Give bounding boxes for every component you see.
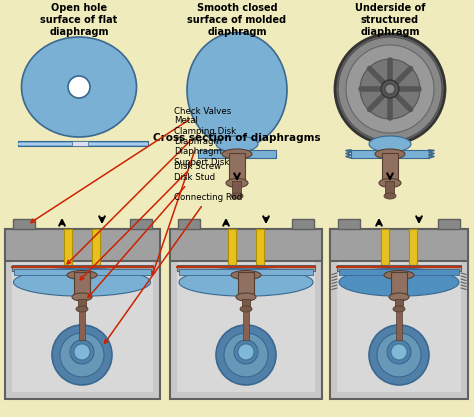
Circle shape [335,34,445,144]
Bar [337,315,461,392]
Circle shape [68,76,90,98]
Bar [256,229,264,273]
Bar [381,229,389,273]
Bar [337,265,461,271]
Circle shape [369,325,429,385]
Ellipse shape [179,268,313,296]
Ellipse shape [339,268,459,296]
Bar [351,150,429,158]
Bar [229,153,245,183]
Circle shape [216,325,276,385]
Ellipse shape [384,193,396,199]
Bar [13,219,35,229]
Bar [178,219,200,229]
Bar [337,236,461,392]
Ellipse shape [216,136,258,152]
Bar [228,229,236,273]
Bar [338,219,360,229]
Bar [385,181,394,196]
Text: Smooth closed
surface of molded
diaphragm: Smooth closed surface of molded diaphrag… [187,3,287,37]
Bar [396,311,402,340]
Bar [79,311,85,340]
Ellipse shape [76,306,88,312]
Ellipse shape [72,293,92,301]
Bar [12,236,153,392]
Bar [179,269,313,275]
Text: Diaphragm
Support Disk: Diaphragm Support Disk [80,147,229,280]
Bar [395,299,403,309]
Bar [5,229,160,399]
Circle shape [74,344,90,360]
Ellipse shape [67,271,97,279]
Circle shape [70,340,94,364]
Bar [74,272,90,297]
Bar [78,299,86,309]
Ellipse shape [13,268,151,296]
Circle shape [338,37,442,141]
Circle shape [391,344,407,360]
Bar [177,265,315,271]
Text: Metal
Clamping Disk: Metal Clamping Disk [67,116,236,264]
Bar [12,315,153,392]
Text: Connecting Rod: Connecting Rod [105,193,242,343]
Bar [292,219,314,229]
Bar [243,311,249,340]
Bar [170,229,322,261]
Bar [170,229,322,399]
Bar [330,229,468,261]
Bar [198,150,276,158]
Bar [339,269,459,275]
Circle shape [224,333,268,377]
Ellipse shape [187,33,287,148]
Bar [64,229,72,273]
Text: Cross section of diaphragms: Cross section of diaphragms [153,133,321,143]
Bar [72,141,88,146]
Bar [12,265,153,271]
Ellipse shape [384,271,414,279]
Bar [233,181,241,196]
Ellipse shape [222,149,252,159]
Circle shape [60,333,104,377]
Text: Disk Screw
Disk Stud: Disk Screw Disk Stud [88,162,221,298]
Bar [409,229,417,273]
Circle shape [387,340,411,364]
Circle shape [346,45,434,133]
Ellipse shape [21,37,137,137]
Bar [18,143,148,145]
Circle shape [381,80,399,98]
Circle shape [52,325,112,385]
Ellipse shape [231,271,261,279]
Ellipse shape [375,149,405,159]
Bar [130,219,152,229]
Bar [242,299,250,309]
Bar [438,219,460,229]
Ellipse shape [369,136,411,152]
Circle shape [377,333,421,377]
Bar [330,229,468,399]
Bar [92,229,100,273]
Circle shape [238,344,254,360]
Ellipse shape [236,293,256,301]
Ellipse shape [240,306,252,312]
Text: Underside of
structured
diaphragm: Underside of structured diaphragm [355,3,425,37]
Bar [177,315,315,392]
Bar [238,272,254,297]
Bar [5,229,160,261]
Bar [177,236,315,392]
Ellipse shape [231,193,243,199]
Circle shape [360,59,420,119]
Text: Diaphragm: Diaphragm [152,136,222,275]
Circle shape [385,84,395,94]
Circle shape [234,340,258,364]
Bar [382,153,398,183]
Ellipse shape [379,178,401,188]
Text: Open hole
surface of flat
diaphragm: Open hole surface of flat diaphragm [40,3,118,37]
Text: Check Valves: Check Valves [31,106,231,223]
Ellipse shape [393,306,405,312]
Bar [391,272,407,297]
Bar [18,141,148,146]
Ellipse shape [389,293,409,301]
Bar [14,269,151,275]
Ellipse shape [226,178,248,188]
